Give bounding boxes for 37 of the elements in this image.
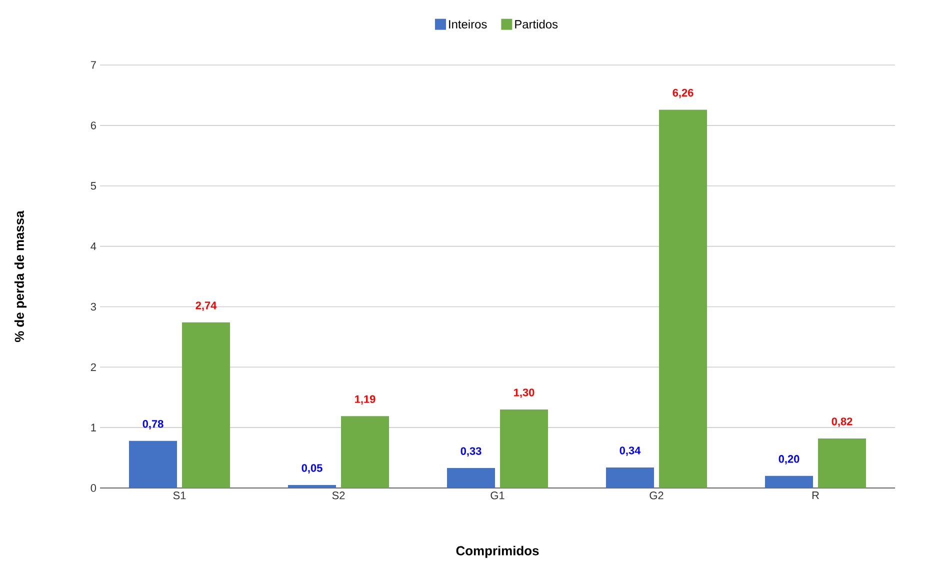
y-tick-label: 7 [90, 61, 96, 69]
y-tick-label: 4 [90, 242, 96, 250]
data-label: 2,74 [196, 302, 217, 311]
bar [606, 467, 654, 488]
bar [818, 438, 866, 488]
data-label: 0,78 [142, 420, 164, 430]
bar [447, 468, 496, 488]
bar [129, 440, 178, 488]
y-axis-title: % de perda de massa [14, 210, 27, 342]
y-tick-label: 6 [90, 122, 96, 130]
data-label: 1,19 [355, 395, 376, 405]
data-label: 0,33 [460, 447, 482, 457]
data-label: 0,82 [832, 418, 852, 427]
x-tick-label: R [812, 492, 819, 500]
x-tick-label: G1 [490, 492, 504, 500]
x-tick-label: S1 [173, 492, 186, 500]
data-label: 6,26 [672, 88, 694, 98]
bar [765, 476, 814, 488]
y-tick-label: 1 [91, 424, 96, 432]
bar [182, 322, 230, 488]
data-label: 0,05 [302, 464, 322, 474]
data-label: 0,20 [778, 455, 800, 464]
legend-label: Inteiros [449, 20, 487, 29]
y-tick-label: 3 [90, 302, 96, 311]
x-tick-label: S2 [332, 492, 345, 500]
bar [500, 409, 548, 488]
data-label: 1,30 [514, 388, 534, 398]
x-tick-label: G2 [650, 492, 664, 500]
y-tick-label: 0 [90, 484, 96, 492]
y-tick-label: 2 [90, 363, 96, 371]
bar [659, 110, 708, 488]
bar [288, 484, 336, 488]
y-tick-label: 5 [90, 182, 96, 190]
legend-label: Partidos [515, 20, 558, 29]
bar [341, 416, 390, 488]
x-axis-title: Comprimidos [456, 546, 539, 558]
data-label: 0,34 [620, 446, 641, 456]
